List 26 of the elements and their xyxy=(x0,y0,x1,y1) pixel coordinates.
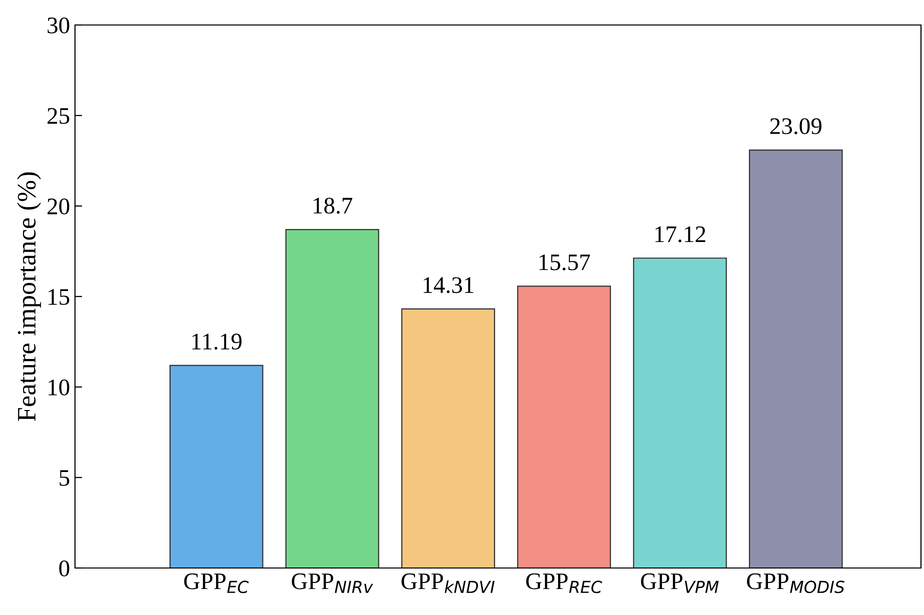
y-tick-label: 5 xyxy=(60,470,70,486)
data-label: 18.7 xyxy=(314,198,352,214)
y-tick-label: 20 xyxy=(48,198,70,214)
bar xyxy=(285,228,380,568)
y-tick-label: 25 xyxy=(48,108,70,124)
x-tick-label: GPP$_{VPM}$ xyxy=(641,573,719,593)
x-tick-label: GPP$_{MODIS}$ xyxy=(746,573,844,594)
data-label: 11.19 xyxy=(192,334,242,350)
x-tick-label: GPP$_{kNDVI}$ xyxy=(402,573,495,593)
bar xyxy=(517,286,611,568)
data-label: 14.31 xyxy=(424,277,474,294)
y-tick-label: 30 xyxy=(48,17,70,34)
y-axis-title: Feature importance (%) xyxy=(17,172,41,422)
bar xyxy=(748,150,843,568)
data-label: 17.12 xyxy=(655,226,706,242)
y-tick-label: 10 xyxy=(48,379,70,396)
y-tick-label: 0 xyxy=(59,560,70,576)
data-label: 15.57 xyxy=(540,254,590,270)
x-tick-label: GPP$_{REC}$ xyxy=(526,573,602,594)
bar xyxy=(169,364,264,568)
bar xyxy=(401,308,496,568)
bar xyxy=(633,258,727,568)
data-label: 23.09 xyxy=(770,118,822,134)
y-tick-label: 15 xyxy=(48,289,70,305)
x-tick-label: GPP$_{NIRv}$ xyxy=(292,573,374,593)
x-tick-label: GPP$_{EC}$ xyxy=(184,573,249,594)
